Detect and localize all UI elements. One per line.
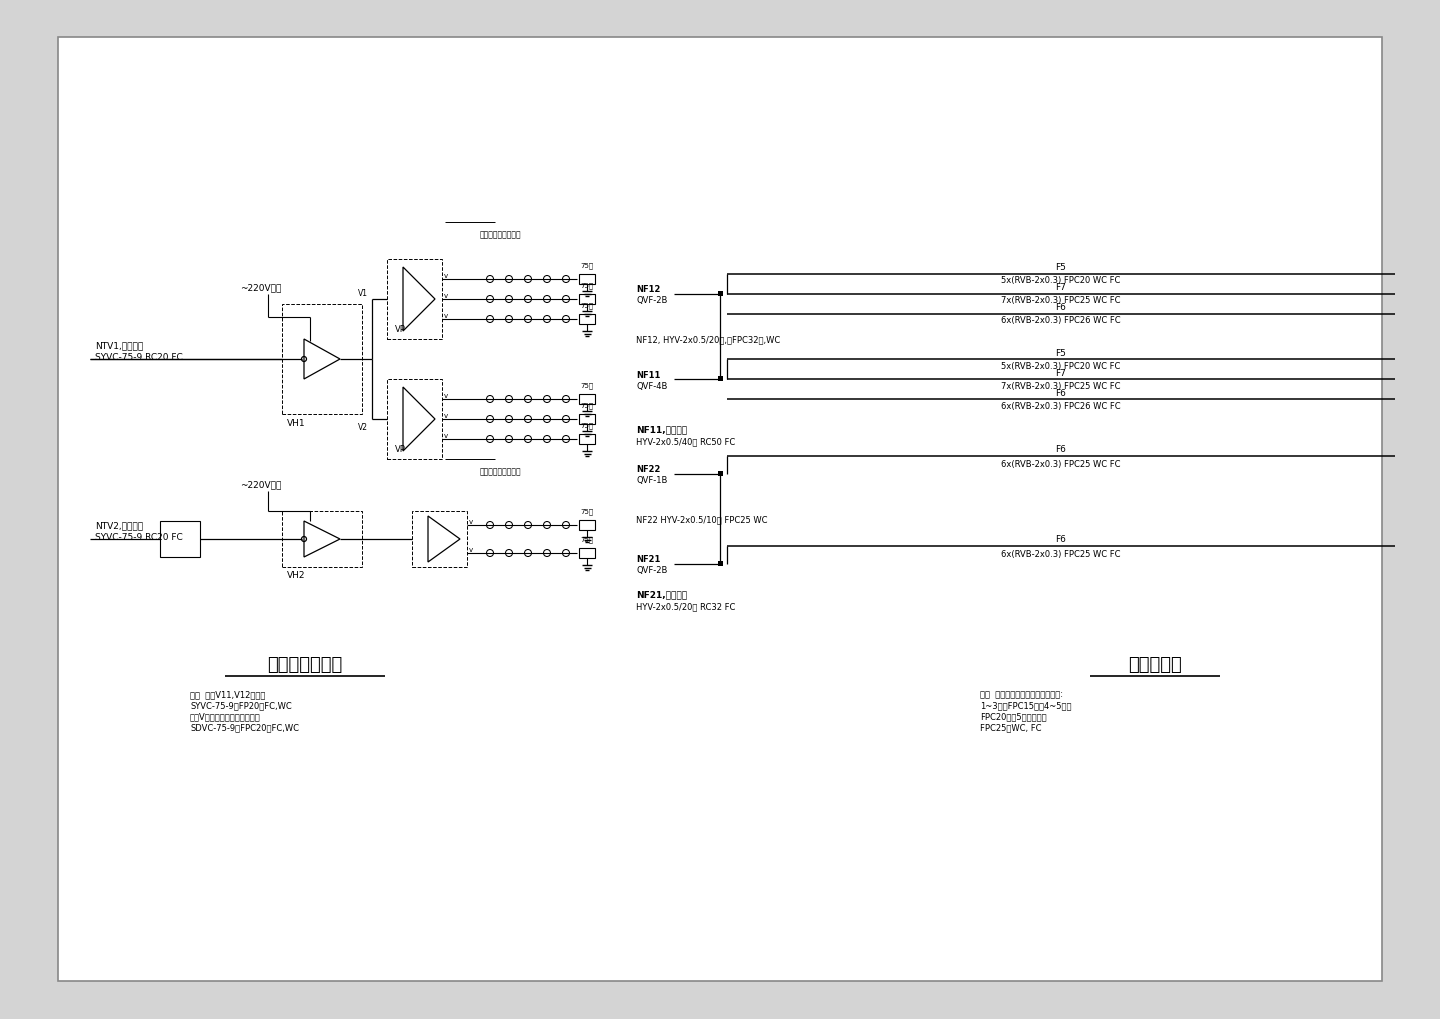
Bar bbox=[387, 260, 442, 339]
Text: NF11,电话电缆: NF11,电话电缆 bbox=[636, 425, 687, 434]
Text: QVF-2B: QVF-2B bbox=[636, 566, 667, 575]
Text: NTV2,电视电缆: NTV2,电视电缆 bbox=[95, 521, 143, 530]
Text: NTV1,电视电缆: NTV1,电视电缆 bbox=[95, 341, 143, 351]
Text: 5x(RVB-2x0.3) FPC20 WC FC: 5x(RVB-2x0.3) FPC20 WC FC bbox=[1001, 361, 1120, 370]
Text: SYVC-75-9 RC20 FC: SYVC-75-9 RC20 FC bbox=[95, 532, 183, 541]
Text: F6: F6 bbox=[1056, 534, 1067, 543]
Bar bbox=[719, 291, 723, 297]
Bar bbox=[719, 377, 723, 382]
Text: 7x(RVB-2x0.3) FPC25 WC FC: 7x(RVB-2x0.3) FPC25 WC FC bbox=[1001, 381, 1120, 390]
Text: HYV-2x0.5/20对 RC32 FC: HYV-2x0.5/20对 RC32 FC bbox=[636, 602, 736, 611]
Text: F6: F6 bbox=[1056, 388, 1067, 397]
Bar bbox=[579, 415, 595, 425]
Text: VH2: VH2 bbox=[287, 571, 305, 580]
Bar bbox=[282, 305, 361, 415]
Text: 75欧: 75欧 bbox=[580, 263, 593, 269]
Bar bbox=[387, 380, 442, 460]
Bar bbox=[579, 434, 595, 444]
Bar bbox=[412, 512, 467, 568]
Text: v: v bbox=[444, 313, 448, 319]
Text: v: v bbox=[444, 273, 448, 279]
Text: NF22 HYV-2x0.5/10线 FPC25 WC: NF22 HYV-2x0.5/10线 FPC25 WC bbox=[636, 515, 768, 524]
Bar bbox=[282, 512, 361, 568]
Bar bbox=[719, 561, 723, 567]
Text: SYVC-75-9穿FP20管FC,WC: SYVC-75-9穿FP20管FC,WC bbox=[190, 701, 292, 710]
Text: 75欧: 75欧 bbox=[580, 536, 593, 543]
Text: v: v bbox=[444, 433, 448, 438]
Text: 图中V接示电视盒接盒，均采用: 图中V接示电视盒接盒，均采用 bbox=[190, 712, 261, 720]
Text: F6: F6 bbox=[1056, 444, 1067, 453]
Text: ~220V电源: ~220V电源 bbox=[240, 480, 281, 489]
Text: v: v bbox=[444, 413, 448, 419]
Text: NF11: NF11 bbox=[636, 370, 661, 379]
Text: 住一次放射型系统图: 住一次放射型系统图 bbox=[480, 467, 521, 476]
Text: v: v bbox=[469, 519, 474, 525]
Text: v: v bbox=[444, 292, 448, 299]
Bar bbox=[579, 394, 595, 405]
Text: 7x(RVB-2x0.3) FPC25 WC FC: 7x(RVB-2x0.3) FPC25 WC FC bbox=[1001, 297, 1120, 306]
Text: FPC20管，5对及以上者: FPC20管，5对及以上者 bbox=[981, 712, 1047, 720]
Text: NF12: NF12 bbox=[636, 285, 661, 294]
Text: F7: F7 bbox=[1056, 283, 1067, 292]
Text: ~220V电源: ~220V电源 bbox=[240, 283, 281, 292]
Text: F6: F6 bbox=[1056, 304, 1067, 312]
Text: 75欧: 75欧 bbox=[580, 282, 593, 289]
Text: 75欧: 75欧 bbox=[580, 303, 593, 309]
Bar bbox=[579, 548, 595, 558]
Bar bbox=[579, 294, 595, 305]
Text: 6x(RVB-2x0.3) FPC25 WC FC: 6x(RVB-2x0.3) FPC25 WC FC bbox=[1001, 460, 1120, 469]
Text: v: v bbox=[444, 392, 448, 398]
Text: QVF-1B: QVF-1B bbox=[636, 476, 667, 485]
Text: 住一次放射型系统图: 住一次放射型系统图 bbox=[480, 230, 521, 239]
Text: 电话系统图: 电话系统图 bbox=[1128, 655, 1182, 674]
Text: SDVC-75-9穿FPC20管FC,WC: SDVC-75-9穿FPC20管FC,WC bbox=[190, 722, 300, 732]
Text: NF22: NF22 bbox=[636, 465, 661, 474]
Text: NF12, HYV-2x0.5/20线,穿FPC32管,WC: NF12, HYV-2x0.5/20线,穿FPC32管,WC bbox=[636, 335, 780, 344]
Text: v: v bbox=[469, 546, 474, 552]
Bar bbox=[160, 522, 200, 557]
Text: 6x(RVB-2x0.3) FPC25 WC FC: 6x(RVB-2x0.3) FPC25 WC FC bbox=[1001, 550, 1120, 559]
Text: 6x(RVB-2x0.3) FPC26 WC FC: 6x(RVB-2x0.3) FPC26 WC FC bbox=[1001, 316, 1120, 325]
Bar bbox=[579, 275, 595, 284]
Text: QVF-4B: QVF-4B bbox=[636, 381, 667, 390]
Text: NF21,电话电缆: NF21,电话电缆 bbox=[636, 590, 687, 599]
Text: QVF-2B: QVF-2B bbox=[636, 297, 667, 306]
Text: 75欧: 75欧 bbox=[580, 508, 593, 515]
Text: 1~3对管FPC15管，4~5对管: 1~3对管FPC15管，4~5对管 bbox=[981, 701, 1071, 710]
Text: 有线电视系统图: 有线电视系统图 bbox=[268, 655, 343, 674]
Text: FPC25管WC, FC: FPC25管WC, FC bbox=[981, 722, 1041, 732]
Text: 75欧: 75欧 bbox=[580, 422, 593, 429]
Text: VH1: VH1 bbox=[287, 418, 305, 427]
Text: V1: V1 bbox=[359, 289, 369, 299]
Bar bbox=[579, 521, 595, 531]
Text: 注：  图中V11,V12均采用: 注： 图中V11,V12均采用 bbox=[190, 690, 265, 699]
Bar bbox=[719, 472, 723, 477]
Text: VP: VP bbox=[395, 445, 406, 454]
Text: 75欧: 75欧 bbox=[580, 403, 593, 409]
Text: F5: F5 bbox=[1056, 263, 1067, 272]
Text: 注：  管中手摇都是话机组成对绕线:: 注： 管中手摇都是话机组成对绕线: bbox=[981, 690, 1063, 699]
Text: 5x(RVB-2x0.3) FPC20 WC FC: 5x(RVB-2x0.3) FPC20 WC FC bbox=[1001, 276, 1120, 285]
Text: F5: F5 bbox=[1056, 348, 1067, 357]
Text: SYVC-75-9 RC20 FC: SYVC-75-9 RC20 FC bbox=[95, 353, 183, 361]
Text: 75欧: 75欧 bbox=[580, 382, 593, 389]
Text: NF21: NF21 bbox=[636, 555, 661, 564]
Text: VP: VP bbox=[395, 325, 406, 334]
Text: V2: V2 bbox=[359, 423, 369, 432]
Text: F7: F7 bbox=[1056, 368, 1067, 377]
Text: 6x(RVB-2x0.3) FPC26 WC FC: 6x(RVB-2x0.3) FPC26 WC FC bbox=[1001, 401, 1120, 410]
Bar bbox=[579, 315, 595, 325]
Text: HYV-2x0.5/40对 RC50 FC: HYV-2x0.5/40对 RC50 FC bbox=[636, 437, 736, 446]
